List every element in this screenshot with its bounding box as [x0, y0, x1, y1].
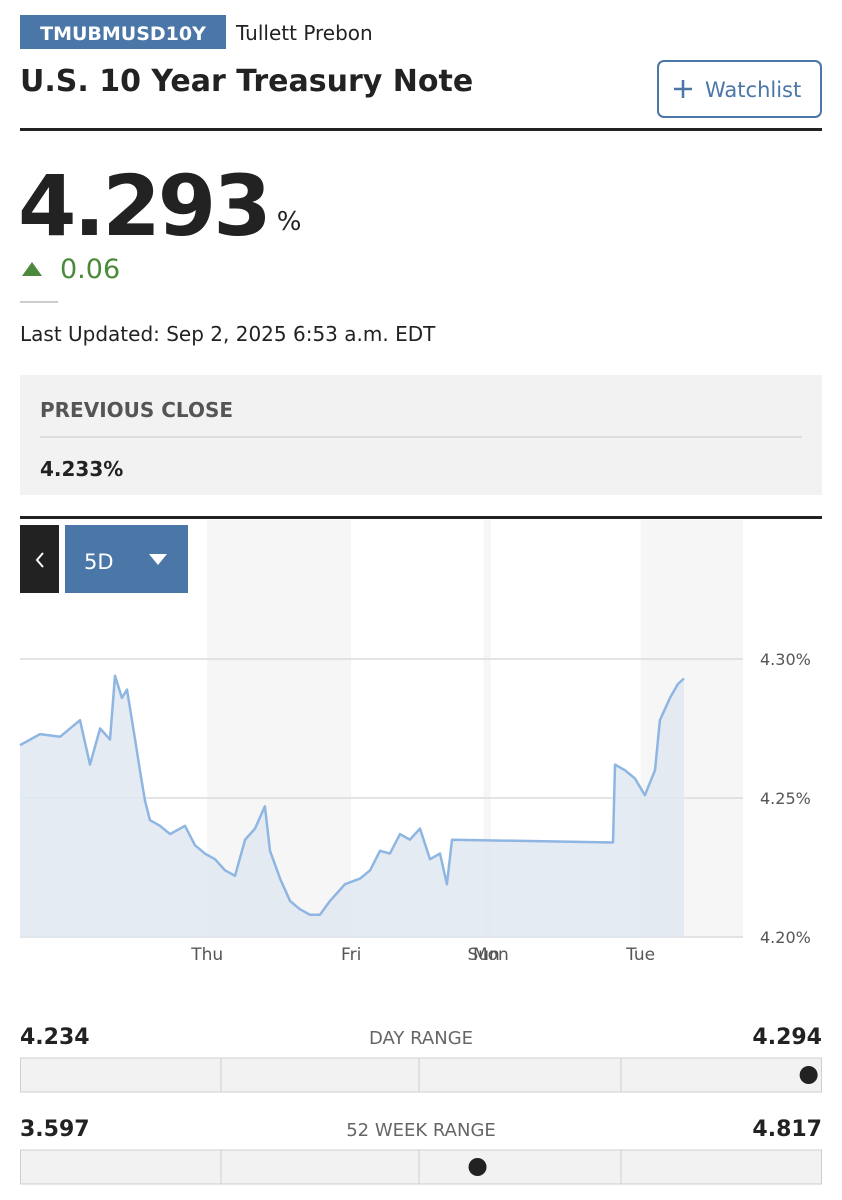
- up-arrow: [22, 262, 42, 276]
- price-change: 0.06: [60, 254, 120, 285]
- divider: [20, 128, 822, 131]
- previous-close-label: PREVIOUS CLOSE: [40, 398, 233, 422]
- price-unit: %: [277, 207, 302, 237]
- x-tick-label: Tue: [625, 945, 655, 965]
- range-low: 3.597: [20, 1117, 90, 1142]
- range-high: 4.817: [752, 1117, 822, 1142]
- ranges: 4.234 DAY RANGE 4.294 3.597 52 WEEK RANGE 4.8…: [20, 1025, 822, 1185]
- y-tick-label: 4.30%: [760, 650, 811, 669]
- y-tick-label: 4.20%: [760, 928, 811, 947]
- x-tick-label: Mon: [473, 945, 509, 965]
- divider: [20, 301, 58, 303]
- back-button[interactable]: [20, 525, 59, 593]
- range-low: 4.234: [20, 1025, 90, 1050]
- previous-close-box: [20, 375, 822, 495]
- page-title: U.S. 10 Year Treasury Note: [20, 64, 473, 99]
- divider: [20, 516, 822, 519]
- period-dropdown[interactable]: [65, 525, 188, 593]
- x-tick-label: Thu: [190, 945, 223, 965]
- last-updated: Last Updated: Sep 2, 2025 6:53 a.m. EDT: [20, 322, 436, 346]
- dropdown-icon: [149, 554, 167, 565]
- range-track: [20, 1057, 822, 1093]
- period-label[interactable]: 5D: [84, 550, 114, 574]
- range-high: 4.294: [752, 1025, 822, 1050]
- back-icon: [35, 552, 44, 568]
- watchlist-label[interactable]: Watchlist: [705, 78, 801, 102]
- watchlist-button[interactable]: [657, 60, 822, 118]
- symbol-badge[interactable]: [20, 15, 226, 49]
- divider: [40, 436, 802, 438]
- y-tick-label: 4.25%: [760, 789, 811, 808]
- source: Tullett Prebon: [235, 21, 373, 45]
- range-track: [20, 1149, 822, 1185]
- price: 4.293: [18, 157, 269, 255]
- area: [20, 675, 684, 937]
- range-marker: [468, 1158, 487, 1176]
- range-label: DAY RANGE: [369, 1028, 473, 1049]
- previous-close-value: 4.233%: [40, 457, 123, 481]
- range-label: 52 WEEK RANGE: [346, 1120, 496, 1141]
- day-band: [483, 520, 491, 937]
- range-marker: [799, 1066, 818, 1084]
- x-tick-label: Fri: [341, 945, 361, 965]
- plus-icon: [674, 80, 692, 98]
- line: [19, 674, 685, 917]
- day-band: [207, 520, 352, 937]
- x-tick-label: Sun: [467, 945, 499, 965]
- symbol[interactable]: TMUBMUSD10Y: [40, 23, 206, 45]
